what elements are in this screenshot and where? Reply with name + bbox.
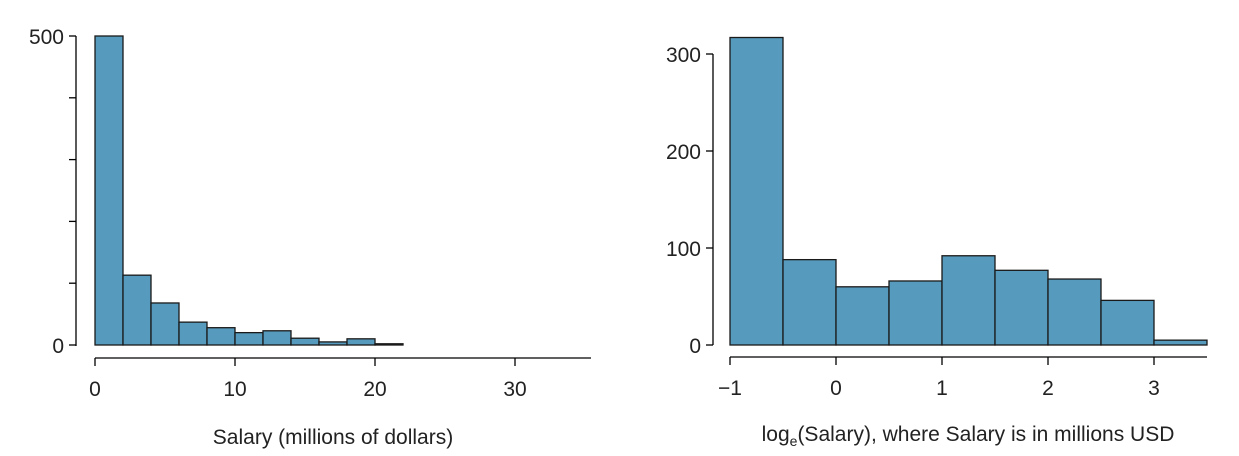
left-x-axis-title: Salary (millions of dollars) xyxy=(213,426,453,449)
log-salary-bar xyxy=(1047,278,1102,346)
salary-bar xyxy=(206,327,236,346)
salary-bars xyxy=(94,35,404,346)
salary-bar xyxy=(178,321,208,346)
salary-histogram: 0 500 0 10 20 30 Salary (millions of dollars… xyxy=(29,26,591,449)
y-tick-label: 100 xyxy=(666,238,701,261)
x-tick-label: 30 xyxy=(503,378,526,401)
log-salary-bar xyxy=(994,269,1049,346)
x-tick-label: 2 xyxy=(1042,377,1054,400)
salary-bar xyxy=(234,331,264,346)
log-salary-bar xyxy=(782,258,837,346)
x-tick-label: 20 xyxy=(363,378,386,401)
log-salary-histogram: 0 100 200 300 −1 0 1 2 3 loge(Salary), where Sa… xyxy=(666,36,1208,449)
x-tick-label: 1 xyxy=(936,377,948,400)
right-y-ticks: 0 100 200 300 xyxy=(666,44,713,358)
salary-bar xyxy=(150,302,180,346)
salary-bar xyxy=(374,343,404,346)
y-tick-label: 300 xyxy=(666,44,701,67)
y-tick-label: 0 xyxy=(689,335,701,358)
right-x-axis-title: loge(Salary), where Salary is in million… xyxy=(762,423,1175,449)
log-salary-bar xyxy=(1153,339,1208,346)
y-tick-label: 0 xyxy=(52,335,64,358)
left-y-ticks: 0 500 xyxy=(29,26,76,358)
salary-bar xyxy=(122,274,152,346)
log-salary-bar xyxy=(835,286,890,346)
x-tick-label: 0 xyxy=(89,378,101,401)
log-salary-bars xyxy=(729,36,1208,346)
log-salary-bar xyxy=(941,255,996,346)
salary-bar xyxy=(94,35,124,346)
salary-bar xyxy=(262,330,292,346)
x-tick-label: 0 xyxy=(830,377,842,400)
x-tick-label: 10 xyxy=(223,378,246,401)
log-salary-bar xyxy=(729,36,784,346)
salary-bar xyxy=(346,338,376,346)
salary-bar xyxy=(318,341,348,346)
log-salary-bar xyxy=(1100,299,1155,346)
x-tick-label: −1 xyxy=(718,377,742,400)
left-x-ticks: 0 10 20 30 xyxy=(89,358,527,401)
right-x-ticks: −1 0 1 2 3 xyxy=(718,357,1160,400)
y-tick-label: 200 xyxy=(666,141,701,164)
y-tick-label: 500 xyxy=(29,26,64,49)
x-tick-label: 3 xyxy=(1148,377,1160,400)
log-salary-bar xyxy=(888,280,943,346)
salary-bar xyxy=(290,337,320,346)
